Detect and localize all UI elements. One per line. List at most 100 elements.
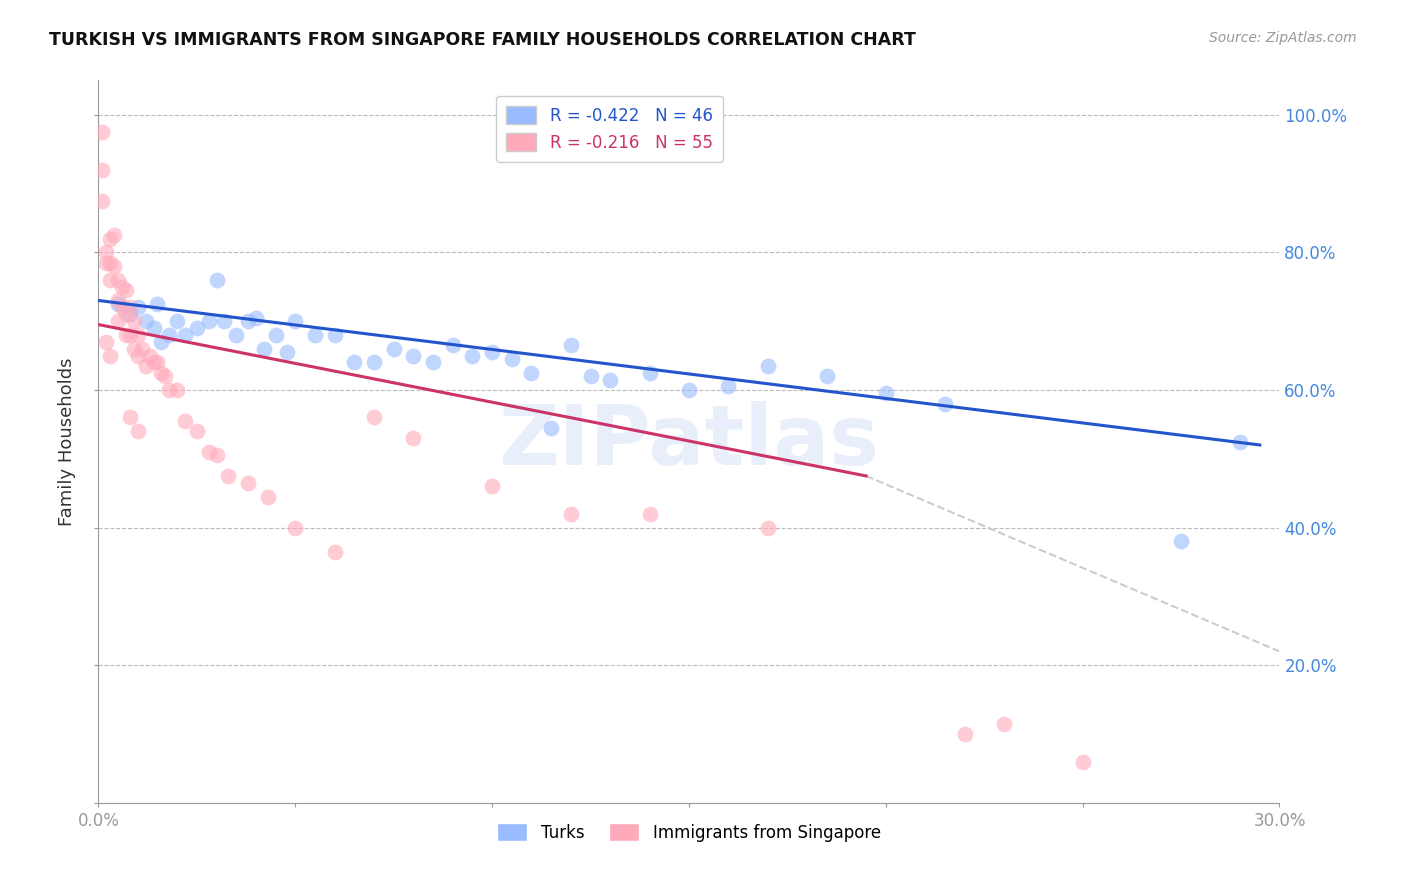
Point [107,273,129,287]
Point [236,314,259,328]
Point [599,373,621,387]
Point [678,383,700,397]
Point [174,327,197,342]
Point [953,727,976,741]
Y-axis label: Family Households: Family Households [58,358,76,525]
Point [118,410,141,425]
Point [304,327,326,342]
Text: Source: ZipAtlas.com: Source: ZipAtlas.com [1209,31,1357,45]
Point [146,355,169,369]
Point [91,194,114,208]
Point [122,314,145,328]
Point [501,351,523,366]
Point [98,255,121,269]
Point [363,410,385,425]
Point [422,355,444,369]
Point [560,507,582,521]
Point [1229,434,1251,449]
Text: TURKISH VS IMMIGRANTS FROM SINGAPORE FAMILY HOUSEHOLDS CORRELATION CHART: TURKISH VS IMMIGRANTS FROM SINGAPORE FAM… [49,31,917,49]
Point [155,369,177,384]
Point [115,327,138,342]
Point [98,273,121,287]
Point [363,355,385,369]
Point [276,345,298,359]
Point [205,448,228,462]
Point [127,301,149,315]
Point [1071,755,1094,769]
Point [107,314,129,328]
Point [402,349,425,363]
Point [91,125,114,139]
Point [1170,534,1192,549]
Point [127,349,149,363]
Point [118,307,141,321]
Point [245,310,267,325]
Point [107,293,129,308]
Point [540,421,562,435]
Point [402,431,425,445]
Point [146,297,169,311]
Point [264,327,287,342]
Point [214,314,236,328]
Point [382,342,405,356]
Point [461,349,484,363]
Point [717,379,740,393]
Point [157,327,180,342]
Point [756,359,779,373]
Point [135,359,157,373]
Point [107,297,129,311]
Point [138,349,160,363]
Point [815,369,838,384]
Point [118,301,141,315]
Point [197,445,219,459]
Point [579,369,602,384]
Text: ZIPatlas: ZIPatlas [499,401,879,482]
Point [166,383,188,397]
Point [98,231,121,245]
Point [284,314,307,328]
Point [142,321,165,335]
Point [118,327,141,342]
Point [186,321,208,335]
Point [157,383,180,397]
Point [103,228,125,243]
Point [186,424,208,438]
Point [115,307,138,321]
Point [174,414,197,428]
Point [135,314,157,328]
Point [131,342,153,356]
Point [217,469,239,483]
Point [256,490,278,504]
Point [934,397,956,411]
Point [343,355,366,369]
Point [481,345,503,359]
Point [127,327,149,342]
Point [756,520,779,534]
Point [205,273,228,287]
Point [96,334,118,349]
Point [115,283,138,297]
Point [481,479,503,493]
Point [253,342,276,356]
Point [150,366,173,380]
Point [91,162,114,177]
Point [150,334,173,349]
Point [96,255,118,269]
Point [166,314,188,328]
Point [284,520,307,534]
Point [236,475,259,490]
Point [520,366,543,380]
Point [638,366,661,380]
Point [98,349,121,363]
Point [122,342,145,356]
Point [127,424,149,438]
Point [323,327,346,342]
Point [560,338,582,352]
Point [111,301,134,315]
Point [993,716,1015,731]
Point [638,507,661,521]
Point [111,279,134,293]
Point [875,386,897,401]
Point [323,544,346,558]
Point [441,338,464,352]
